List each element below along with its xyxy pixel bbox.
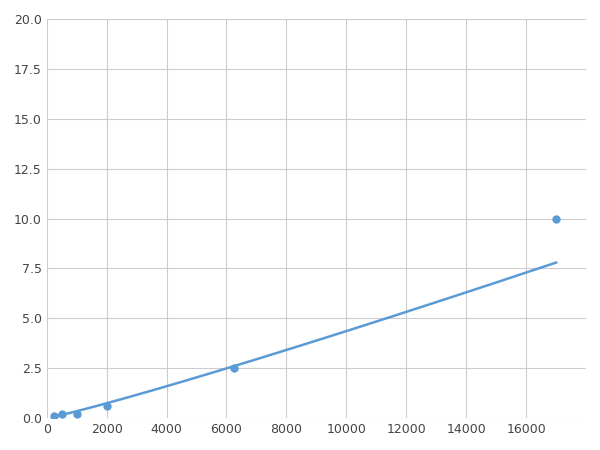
Point — [102, 402, 112, 410]
Point — [57, 411, 67, 418]
Point — [229, 365, 239, 372]
Point — [72, 410, 82, 418]
Point — [49, 413, 59, 420]
Point — [551, 215, 561, 222]
